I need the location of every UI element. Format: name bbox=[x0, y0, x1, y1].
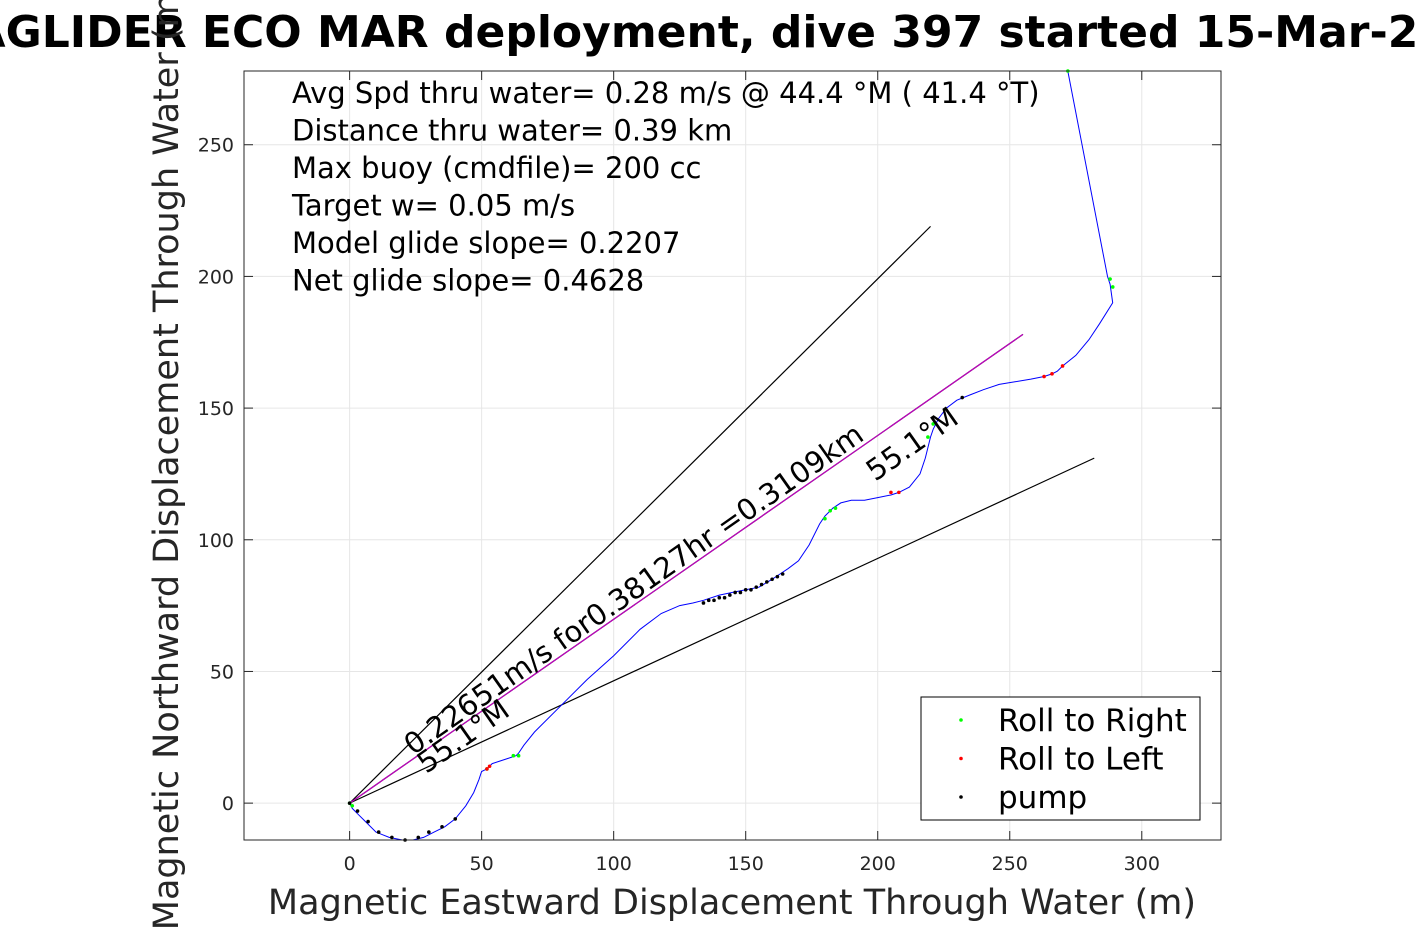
stat-line: Target w= 0.05 m/s bbox=[291, 189, 575, 223]
grid bbox=[244, 71, 1221, 840]
point-roll-to-right bbox=[1110, 285, 1115, 289]
point-pump bbox=[728, 593, 732, 597]
point-pump bbox=[416, 835, 421, 840]
y-tick-label: 100 bbox=[198, 530, 234, 552]
legend-label: pump bbox=[998, 780, 1087, 816]
x-tick-label: 300 bbox=[1124, 853, 1160, 875]
point-pump bbox=[722, 595, 727, 600]
x-tick-label: 0 bbox=[344, 853, 356, 875]
point-pump bbox=[453, 817, 458, 821]
point-roll-to-right bbox=[511, 753, 516, 758]
point-pump bbox=[743, 588, 748, 592]
legend-marker-roll-to-right bbox=[959, 718, 963, 722]
stat-line: Distance thru water= 0.39 km bbox=[292, 114, 732, 148]
points-layer bbox=[347, 69, 1115, 842]
point-pump bbox=[706, 598, 711, 603]
y-tick-label: 150 bbox=[198, 398, 234, 420]
reference-line-glide-magenta bbox=[349, 333, 1024, 804]
legend-label: Roll to Right bbox=[998, 703, 1187, 739]
point-pump bbox=[427, 830, 431, 834]
y-tick-label: 0 bbox=[222, 793, 234, 815]
point-pump bbox=[355, 809, 360, 813]
point-roll-to-right bbox=[828, 509, 832, 513]
point-pump bbox=[347, 801, 352, 805]
point-roll-to-left bbox=[1042, 374, 1046, 379]
point-roll-to-left bbox=[487, 764, 492, 769]
point-pump bbox=[960, 395, 965, 400]
y-tick-label: 200 bbox=[198, 266, 234, 288]
point-pump bbox=[717, 595, 722, 600]
x-tick-label: 200 bbox=[860, 853, 896, 875]
point-pump bbox=[754, 585, 759, 589]
ticks: 0 50 100 150 200 250 300 0 50 100 150 200 250 bbox=[198, 71, 1221, 875]
x-tick-label: 150 bbox=[728, 853, 764, 875]
point-pump bbox=[390, 835, 394, 840]
point-roll-to-right bbox=[516, 753, 521, 758]
point-pump bbox=[765, 580, 769, 584]
annotation-label: 55.1°M bbox=[860, 400, 965, 488]
reference-lines bbox=[349, 225, 1095, 804]
point-roll-to-right bbox=[931, 422, 935, 426]
point-pump bbox=[775, 574, 780, 579]
point-roll-to-right bbox=[350, 803, 355, 808]
y-tick-label: 50 bbox=[210, 661, 234, 683]
axes-box bbox=[243, 70, 1222, 841]
x-tick-label: 250 bbox=[992, 853, 1028, 875]
point-roll-to-left bbox=[485, 767, 489, 771]
stats-block: Avg Spd thru water= 0.28 m/s @ 44.4 °M (… bbox=[291, 76, 1040, 298]
point-roll-to-left bbox=[1060, 364, 1065, 368]
point-pump bbox=[738, 590, 743, 595]
point-roll-to-right bbox=[926, 435, 930, 439]
point-pump bbox=[701, 601, 706, 605]
legend-box bbox=[920, 696, 1201, 821]
legend-label: Roll to Left bbox=[998, 742, 1164, 778]
point-roll-to-right bbox=[823, 516, 827, 521]
point-pump bbox=[712, 598, 716, 603]
reference-line-lower bbox=[349, 457, 1095, 804]
y-axis-label: Magnetic Northward Displacement Through … bbox=[147, 0, 187, 930]
point-pump bbox=[366, 819, 370, 824]
x-tick-label: 50 bbox=[470, 853, 494, 875]
point-pump bbox=[780, 572, 785, 576]
point-pump bbox=[376, 830, 381, 834]
point-pump bbox=[440, 825, 444, 829]
annotation-label: 0.22651m/s for0.38127hr =0.3109km bbox=[398, 417, 870, 762]
annotations: 0.22651m/s for0.38127hr =0.3109km55.1°M5… bbox=[398, 400, 965, 780]
legend-marker-roll-to-left bbox=[959, 756, 963, 761]
point-roll-to-left bbox=[897, 490, 901, 495]
stat-line: Net glide slope= 0.4628 bbox=[292, 264, 644, 298]
stat-line: Model glide slope= 0.2207 bbox=[292, 226, 680, 260]
point-roll-to-left bbox=[889, 490, 893, 495]
point-pump bbox=[733, 590, 737, 595]
x-tick-label: 100 bbox=[596, 853, 632, 875]
chart-title: SEAGLIDER ECO MAR deployment, dive 397 s… bbox=[0, 7, 1417, 58]
point-roll-to-left bbox=[1050, 372, 1054, 376]
point-roll-to-right bbox=[833, 506, 838, 510]
x-axis-label: Magnetic Eastward Displacement Through W… bbox=[268, 883, 1196, 923]
point-pump bbox=[749, 588, 753, 592]
legend-marker-pump bbox=[959, 795, 963, 799]
point-pump bbox=[759, 582, 764, 587]
point-pump bbox=[770, 577, 774, 582]
point-roll-to-right bbox=[1108, 277, 1112, 281]
stat-line: Max buoy (cmdfile)= 200 cc bbox=[292, 151, 701, 185]
stat-line: Avg Spd thru water= 0.28 m/s @ 44.4 °M (… bbox=[292, 76, 1040, 110]
y-tick-label: 250 bbox=[198, 135, 234, 157]
reference-line-center bbox=[349, 225, 931, 804]
